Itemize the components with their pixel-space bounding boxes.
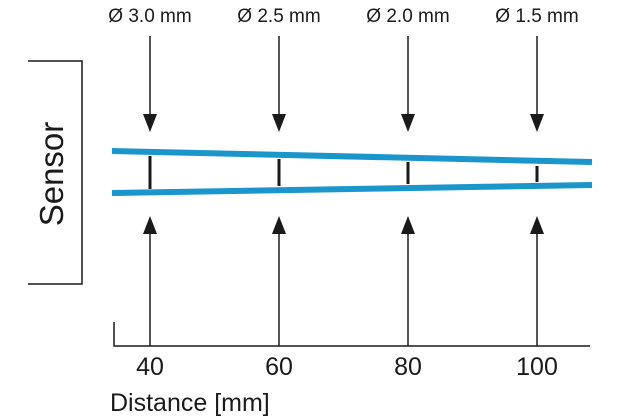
diameter-label: Ø 2.0 mm: [366, 6, 449, 27]
measurement-point-100: Ø 1.5 mm 100: [495, 6, 578, 381]
sensor-bracket: [28, 60, 83, 285]
beam-upper-edge: [111, 148, 593, 165]
distance-tick-label: 60: [265, 353, 293, 381]
diameter-label: Ø 2.5 mm: [237, 6, 320, 27]
measurement-point-80: Ø 2.0 mm 80: [366, 6, 449, 381]
diameter-label: Ø 3.0 mm: [108, 6, 191, 27]
axis-line: [113, 322, 590, 347]
distance-tick-label: 80: [394, 353, 422, 381]
beam-lower-edge: [111, 182, 593, 196]
top-arrow-head: [401, 114, 415, 132]
distance-tick-label: 40: [136, 353, 164, 381]
top-arrow-head: [272, 114, 286, 132]
sensor-label: Sensor: [33, 122, 70, 227]
top-arrow-head: [143, 114, 157, 132]
measurement-point-60: Ø 2.5 mm 60: [237, 6, 320, 381]
distance-tick-label: 100: [516, 353, 558, 381]
bottom-arrow-head: [401, 216, 415, 234]
bottom-arrow-head: [272, 216, 286, 234]
measurement-point-40: Ø 3.0 mm 40: [108, 6, 191, 381]
top-arrow-head: [530, 114, 544, 132]
bottom-arrow-head: [143, 216, 157, 234]
bottom-arrow-head: [530, 216, 544, 234]
diameter-label: Ø 1.5 mm: [495, 6, 578, 27]
axis-title: Distance [mm]: [110, 389, 270, 417]
